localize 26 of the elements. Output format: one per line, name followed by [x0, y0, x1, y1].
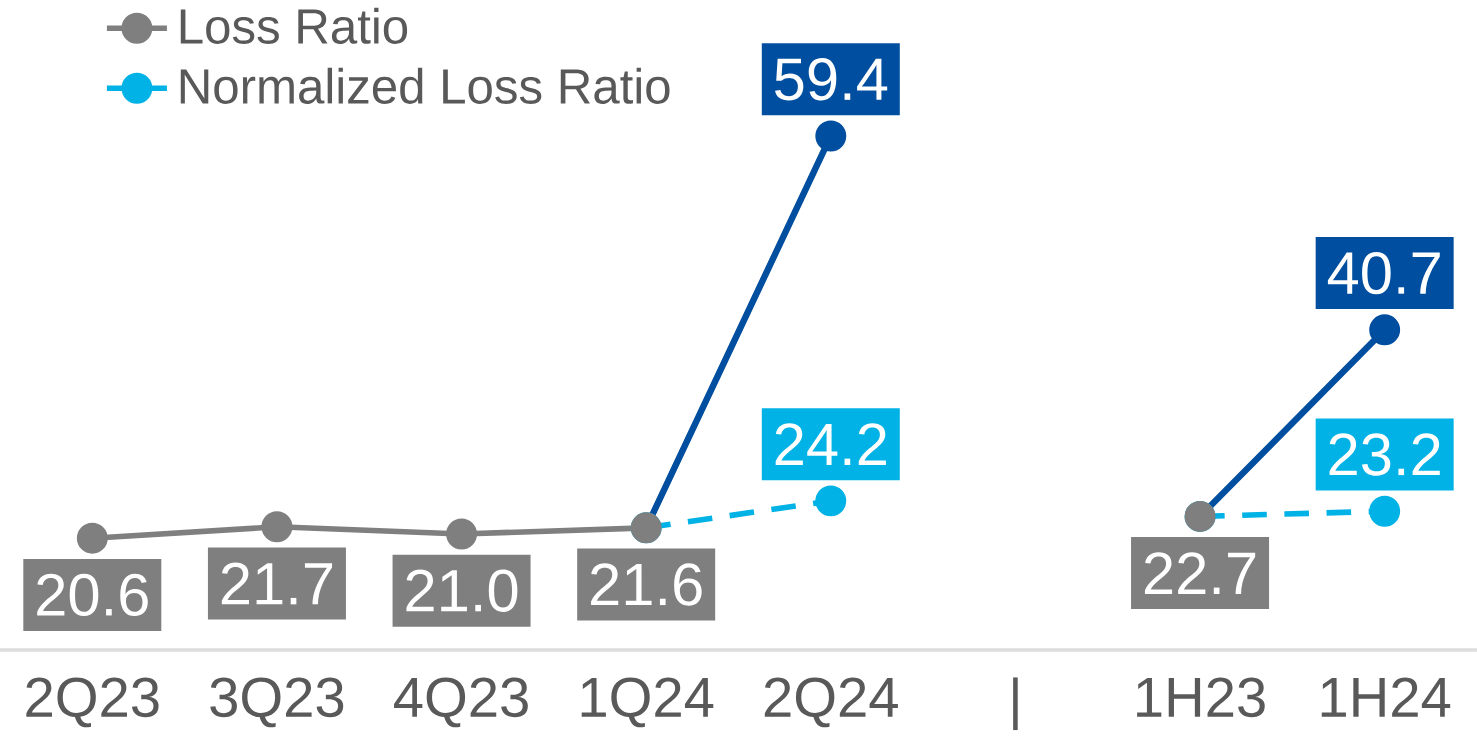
- x-tick-label: 1Q24: [581, 677, 714, 728]
- point: [1369, 495, 1401, 527]
- data-label: 21.7: [221, 562, 333, 605]
- data-label: 24.2: [775, 423, 886, 466]
- data-label: 22.7: [1144, 552, 1256, 594]
- legend-label: Normalized Loss Ratio: [180, 67, 670, 104]
- point: [815, 120, 847, 152]
- data-label: 21.6: [591, 563, 702, 606]
- x-tick-label: 1H24: [1321, 677, 1451, 717]
- point: [815, 485, 847, 517]
- data-label: 23.2: [1329, 433, 1440, 476]
- data-label: 59.4: [775, 58, 888, 101]
- x-tick-label: 3Q23: [210, 677, 344, 728]
- point: [261, 511, 293, 543]
- x-tick-label: 4Q23: [394, 677, 528, 728]
- data-label: 21.0: [406, 569, 518, 612]
- x-tick-label: 1H23: [1137, 677, 1265, 718]
- point: [76, 522, 108, 554]
- x-tick-label: 2Q24: [764, 677, 898, 728]
- point: [446, 518, 478, 550]
- data-label: 40.7: [1327, 251, 1440, 295]
- x-tick-label: |: [1013, 677, 1018, 731]
- data-label: 20.6: [37, 573, 148, 617]
- legend-label: Loss Ratio: [180, 7, 408, 44]
- x-tick-label: 2Q23: [26, 677, 159, 728]
- point: [1369, 314, 1401, 346]
